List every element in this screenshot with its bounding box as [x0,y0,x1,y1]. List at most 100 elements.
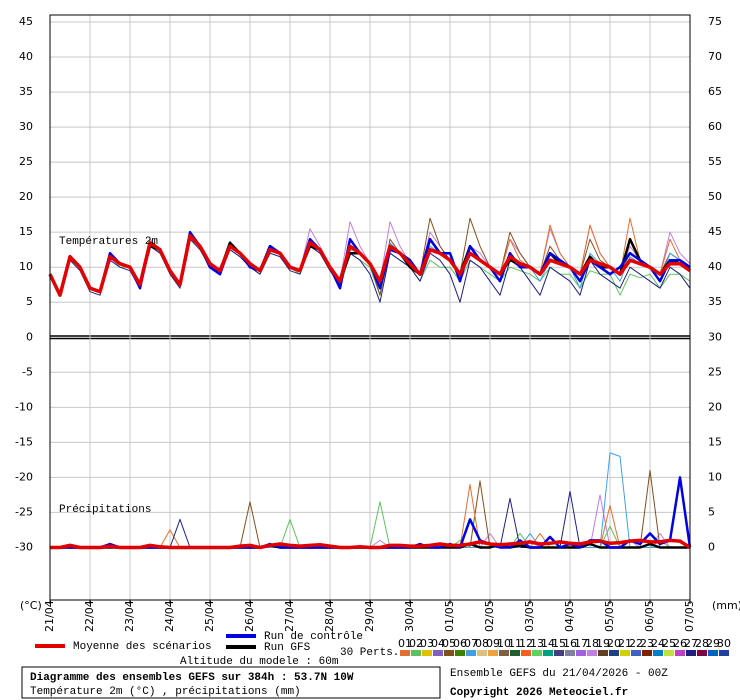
perturbation-legend-label: 13 [530,637,544,650]
perturbation-legend-swatch [620,650,630,656]
x-tick-label: 30/04 [403,600,416,632]
y-tick-label: -30 [15,540,33,553]
perturbation-legend-label: 18 [585,637,599,650]
x-tick-label: 27/04 [283,600,296,632]
plot-frame [49,14,691,601]
y-tick-label: 45 [19,15,33,28]
perturbation-legend-label: 22 [629,637,643,650]
perturbation-legend-label: 25 [662,637,676,650]
y-tick-label: 30 [19,120,33,133]
perturbation-legend-swatch [521,650,531,656]
perturbation-legend-label: 26 [673,637,687,650]
perturbation-legend-swatch [576,650,586,656]
perturbation-legend-swatch [411,650,421,656]
perturbation-legend-label: 23 [640,637,654,650]
copyright: Copyright 2026 Meteociel.fr [450,687,628,699]
y-tick-label: -20 [15,470,33,483]
y2-tick-label: 45 [708,225,722,238]
perturbation-legend-label: 21 [618,637,632,650]
perturbation-legend-swatch [433,650,443,656]
perturbation-legend-label: 07 [464,637,478,650]
perturbation-legend-swatch [510,650,520,656]
precipitation-line [50,538,691,550]
perturbation-legend-label: 09 [486,637,500,650]
perturbation-legend-swatch [631,650,641,656]
perturbation-legend-swatch [598,650,608,656]
x-tick-label: 01/05 [443,600,456,632]
y2-tick-label: 50 [708,190,722,203]
perturbation-legend-swatch [455,650,465,656]
x-tick-label: 05/05 [603,600,616,632]
perturbation-legend-label: 17 [574,637,588,650]
run-info: Ensemble GEFS du 21/04/2026 - 00Z [450,668,668,680]
legend-label: Run de contrôle [264,631,363,643]
x-tick-label: 26/04 [243,600,256,632]
perturbation-legend-label: 03 [420,637,434,650]
perturbation-legend-label: 15 [552,637,566,650]
perturbation-temperature [49,238,691,303]
perturbation-legend-label: 16 [563,637,577,650]
y2-tick-label: 0 [708,540,715,553]
perturbation-legend-label: 12 [519,637,533,650]
x-tick-label: 04/05 [563,600,576,632]
y2-tick-label: 15 [708,435,722,448]
y2-tick-label: 10 [708,470,722,483]
perturbation-legend-label: 11 [508,637,522,650]
perturbation-legend-swatch [609,650,619,656]
y-tick-label: 40 [19,50,33,63]
perturbation-legend-swatch [499,650,509,656]
y2-tick-label: 40 [708,260,722,273]
perturbation-legend-label: 10 [497,637,511,650]
x-tick-label: 07/05 [683,600,696,632]
x-tick-label: 03/05 [523,600,536,632]
y-tick-label: 10 [19,260,33,273]
x-tick-label: 24/04 [163,600,176,632]
perturbation-legend-swatch [587,650,597,656]
perturbation-legend-swatch [543,650,553,656]
y2-tick-label: 30 [708,330,722,343]
perturbation-legend-label: 19 [596,637,610,650]
info-subtitle: Température 2m (°C) , précipitations (mm… [30,686,301,698]
perturbation-legend-label: 14 [541,637,555,650]
perturbation-legend-swatch [554,650,564,656]
x-tick-label: 28/04 [323,600,336,632]
y2-tick-label: 65 [708,85,722,98]
info-title: Diagramme des ensembles GEFS sur 384h : … [30,672,354,684]
y-tick-label: 20 [19,190,33,203]
perturbation-legend-swatch [400,650,410,656]
annotation: Températures 2m [59,236,158,248]
legend-label: Moyenne des scénarios [73,641,212,653]
annotation: Précipitations [59,504,151,516]
info-box [21,666,441,699]
perturbation-legend-label: 27 [684,637,698,650]
perturbation-legend-label: 02 [409,637,423,650]
temperature-line [48,233,692,297]
y-tick-label: -25 [15,505,33,518]
marks [48,217,692,550]
x-tick-label: 23/04 [123,600,136,632]
perturbation-legend-swatch [642,650,652,656]
x-tick-label: 22/04 [83,600,96,632]
y-tick-label: -15 [15,435,33,448]
y2-tick-label: 60 [708,120,722,133]
perturbation-legend-label: 24 [651,637,665,650]
perturbation-legend-swatch [719,650,729,656]
perturbation-legend-swatch [664,650,674,656]
perturbation-legend-swatch [653,650,663,656]
legend-label: Run GFS [264,642,311,654]
perturbation-legend-swatch [686,650,696,656]
perturbation-legend-label: 29 [706,637,720,650]
x-tick-label: 02/05 [483,600,496,632]
perturbation-legend-swatch [477,650,487,656]
y2-tick-label: 75 [708,15,722,28]
perturbation-legend-swatch [466,650,476,656]
x-tick-label: 21/04 [43,600,56,632]
perturbation-legend-swatch [488,650,498,656]
y2-unit: (mm) [712,599,740,612]
x-tick-label: 06/05 [643,600,656,632]
legend-note: Altitude du modele : 60m [180,656,339,668]
perturbation-legend-label: 28 [695,637,709,650]
y-tick-label: 15 [19,225,33,238]
